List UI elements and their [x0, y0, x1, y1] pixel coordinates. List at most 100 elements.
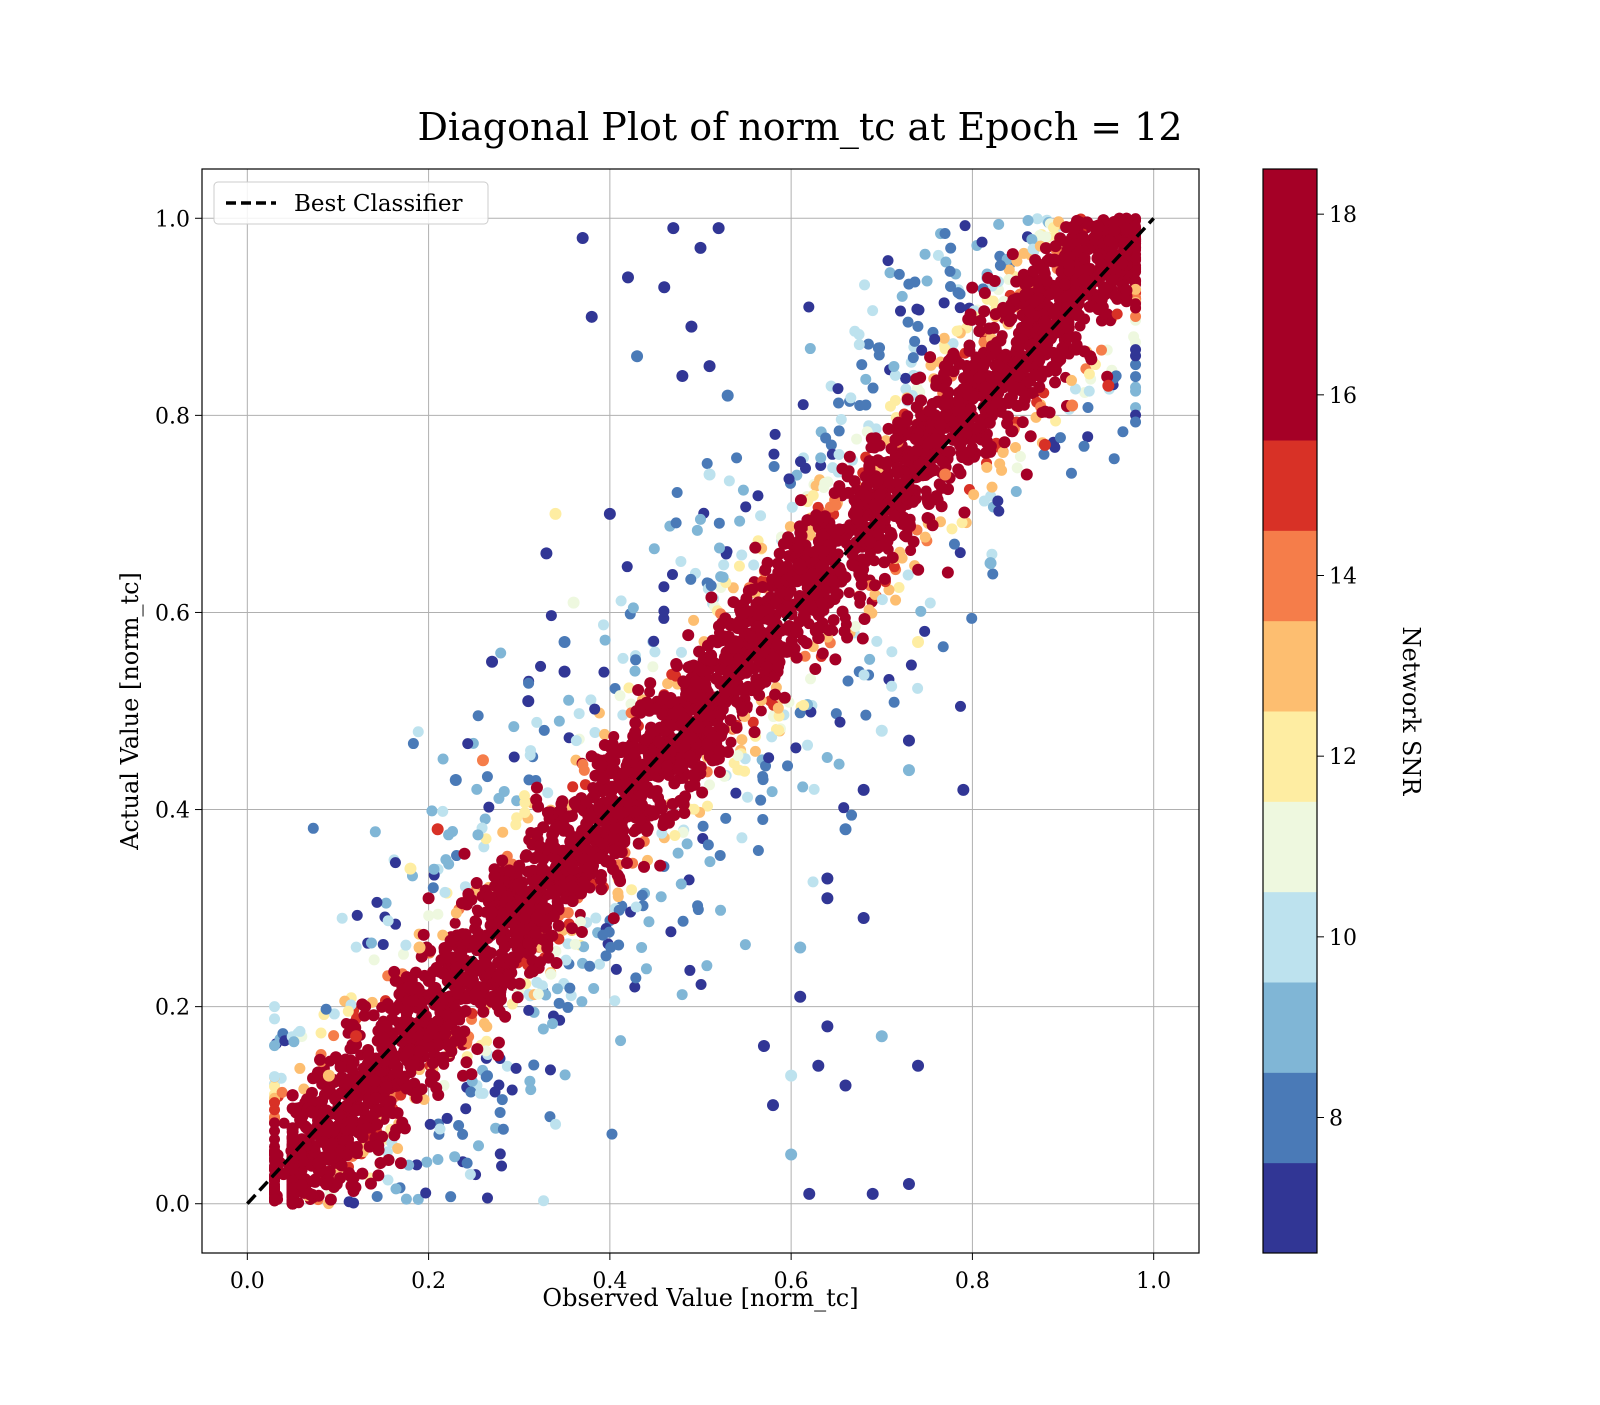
legend: Best Classifier [213, 181, 489, 225]
scatter-point [880, 456, 893, 469]
scatter-point [459, 1005, 472, 1018]
scatter-point [723, 475, 735, 487]
scatter-point [941, 397, 954, 410]
scatter-point [322, 1124, 335, 1137]
scatter-point [715, 904, 727, 916]
scatter-point [388, 1057, 401, 1070]
scatter-point [725, 736, 737, 748]
scatter-point [519, 850, 532, 863]
scatter-point [730, 695, 743, 708]
scatter-point [295, 1179, 308, 1192]
scatter-point [389, 857, 401, 869]
scatter-point [626, 884, 638, 896]
scatter-point [550, 1118, 562, 1130]
scatter-point [369, 1092, 382, 1105]
scatter-point [388, 1129, 401, 1142]
scatter-point [320, 1003, 332, 1015]
scatter-point [816, 647, 829, 660]
scatter-point [668, 808, 681, 821]
x-axis-label: Observed Value [norm_tc] [542, 1284, 858, 1312]
scatter-point [1015, 384, 1028, 397]
scatter-point [581, 862, 594, 875]
scatter-point [603, 507, 616, 520]
scatter-point [757, 813, 769, 825]
scatter-point [632, 837, 645, 850]
scatter-point [1063, 258, 1076, 271]
scatter-point [585, 310, 598, 323]
scatter-point [530, 781, 543, 794]
scatter-point [432, 1153, 444, 1165]
scatter-point [941, 566, 954, 579]
scatter-point [332, 1109, 345, 1122]
scatter-point [426, 805, 438, 817]
colorbar-segment [1263, 530, 1317, 622]
scatter-point [450, 1010, 463, 1023]
scatter-point [945, 242, 957, 254]
scatter-point [790, 742, 802, 754]
scatter-point [912, 1059, 925, 1072]
scatter-point [335, 1159, 348, 1172]
colorbar-tick-label: 18 [1329, 203, 1357, 228]
scatter-point [1038, 317, 1051, 330]
scatter-point [713, 766, 726, 779]
scatter-point [943, 445, 956, 458]
scatter-point [684, 780, 697, 793]
scatter-point [1022, 314, 1035, 327]
scatter-point [431, 823, 444, 836]
scatter-point [675, 555, 687, 567]
scatter-point [269, 1193, 281, 1205]
scatter-point [854, 400, 866, 412]
scatter-point [564, 982, 576, 994]
scatter-point [495, 647, 507, 659]
scatter-point [1022, 276, 1035, 289]
scatter-point [307, 1175, 320, 1188]
scatter-point [389, 974, 402, 987]
scatter-point [870, 423, 882, 435]
scatter-point [905, 545, 917, 557]
y-tick-label: 0.0 [155, 1193, 190, 1218]
scatter-point [348, 1197, 360, 1209]
scatter-point [694, 241, 707, 254]
scatter-point [328, 1008, 340, 1020]
scatter-point [641, 822, 654, 835]
scatter-point [402, 1045, 415, 1058]
scatter-point [730, 721, 743, 734]
scatter-point [857, 563, 870, 576]
scatter-point [883, 584, 895, 596]
scatter-point [916, 344, 928, 356]
scatter-point [724, 641, 737, 654]
scatter-point [584, 960, 596, 972]
scatter-point [942, 386, 955, 399]
scatter-point [978, 287, 991, 300]
scatter-point [413, 1045, 426, 1058]
scatter-point [531, 976, 543, 988]
scatter-point [460, 1103, 472, 1115]
scatter-point [808, 783, 820, 795]
scatter-point [702, 800, 714, 812]
scatter-point [782, 760, 794, 772]
scatter-point [698, 677, 711, 690]
scatter-point [869, 432, 882, 445]
legend-box [213, 181, 489, 225]
scatter-point [513, 859, 526, 872]
scatter-point [623, 682, 635, 694]
scatter-point [695, 978, 707, 990]
scatter-point [884, 267, 896, 279]
scatter-point [993, 218, 1005, 230]
scatter-point [1107, 215, 1120, 228]
scatter-point [1065, 467, 1077, 479]
scatter-point [631, 350, 644, 363]
scatter-point [638, 860, 651, 873]
scatter-point [954, 700, 966, 712]
scatter-point [858, 669, 870, 681]
scatter-point [829, 653, 842, 666]
scatter-point [469, 988, 482, 1001]
scatter-point [790, 651, 803, 664]
scatter-point [476, 754, 489, 767]
scatter-point [958, 506, 971, 519]
scatter-point [344, 1075, 357, 1088]
scatter-point [893, 268, 905, 280]
scatter-point [983, 416, 996, 429]
scatter-point [560, 954, 572, 966]
scatter-point [1120, 222, 1133, 235]
